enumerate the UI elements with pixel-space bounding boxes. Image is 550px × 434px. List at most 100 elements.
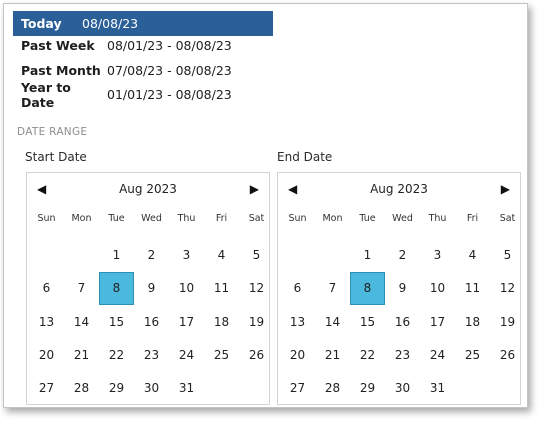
weekday-header: Sun (37, 213, 56, 224)
day-cell[interactable]: 25 (464, 347, 481, 362)
end-date-label: End Date (277, 150, 333, 164)
end-date-calendar: ◀ Aug 2023 ▶ Sun Mon Tue Wed Thu Fri Sat 1 2 3 4 5 6… (277, 172, 521, 405)
day-cell[interactable]: 2 (398, 248, 407, 262)
day-cell[interactable]: 13 (289, 314, 306, 329)
day-cell[interactable]: 1 (112, 248, 121, 262)
weekday-header: Sun (288, 213, 307, 224)
day-cell[interactable]: 12 (499, 281, 516, 296)
preset-year-to-date[interactable]: Year to Date 01/01/23 - 08/08/23 (13, 80, 273, 110)
next-month-icon[interactable]: ▶ (500, 182, 510, 196)
weekday-header: Thu (428, 213, 447, 224)
day-cell[interactable]: 7 (77, 281, 86, 296)
weekday-header: Thu (177, 213, 196, 224)
calendar-header: ◀ Aug 2023 ▶ (278, 173, 520, 207)
day-cell[interactable]: 19 (499, 314, 516, 329)
weekday-header: Sat (499, 213, 516, 224)
next-month-icon[interactable]: ▶ (249, 182, 259, 196)
day-cell[interactable]: 28 (73, 381, 90, 396)
month-label: Aug 2023 (119, 182, 177, 196)
day-cell[interactable]: 1 (363, 248, 372, 262)
day-cell[interactable]: 26 (248, 347, 265, 362)
day-cell[interactable]: 27 (38, 381, 55, 396)
day-cell[interactable]: 31 (178, 381, 195, 396)
day-cell[interactable]: 23 (143, 347, 160, 362)
day-cell[interactable]: 11 (464, 281, 481, 296)
day-cell[interactable]: 10 (178, 281, 195, 296)
day-cell[interactable]: 29 (108, 381, 125, 396)
preset-range: 01/01/23 - 08/08/23 (107, 87, 232, 102)
day-cell[interactable]: 16 (394, 314, 411, 329)
day-cell[interactable]: 13 (38, 314, 55, 329)
day-cell[interactable]: 4 (217, 248, 226, 262)
month-label: Aug 2023 (370, 182, 428, 196)
weekday-header: Fri (215, 213, 228, 224)
day-cell[interactable]: 31 (429, 381, 446, 396)
day-cell[interactable]: 17 (178, 314, 195, 329)
prev-month-icon[interactable]: ◀ (288, 182, 298, 196)
day-cell[interactable]: 16 (143, 314, 160, 329)
preset-range: 08/08/23 (82, 16, 139, 31)
day-cell[interactable]: 22 (108, 347, 125, 362)
day-cell[interactable]: 24 (178, 347, 195, 362)
day-cell[interactable]: 27 (289, 381, 306, 396)
day-cell[interactable]: 21 (324, 347, 341, 362)
day-cell[interactable]: 6 (293, 281, 302, 296)
day-cell[interactable]: 12 (248, 281, 265, 296)
day-cell[interactable]: 3 (182, 248, 191, 262)
day-cell[interactable]: 4 (468, 248, 477, 262)
day-cell[interactable]: 21 (73, 347, 90, 362)
date-range-section-label: DATE RANGE (17, 126, 88, 138)
day-cell[interactable]: 25 (213, 347, 230, 362)
day-cell[interactable]: 11 (213, 281, 230, 296)
day-cell[interactable]: 19 (248, 314, 265, 329)
start-date-calendar: ◀ Aug 2023 ▶ Sun Mon Tue Wed Thu Fri Sat 1 2 3 4 5 6… (26, 172, 270, 405)
day-cell[interactable]: 18 (213, 314, 230, 329)
preset-label: Today (21, 16, 62, 31)
preset-past-week[interactable]: Past Week 08/01/23 - 08/08/23 (13, 33, 273, 58)
preset-range: 08/01/23 - 08/08/23 (107, 38, 232, 53)
day-cell[interactable]: 20 (289, 347, 306, 362)
day-cell[interactable]: 5 (252, 248, 261, 262)
day-cell[interactable]: 18 (464, 314, 481, 329)
day-cell[interactable]: 2 (147, 248, 156, 262)
weekday-header: Tue (359, 213, 376, 224)
day-cell[interactable]: 20 (38, 347, 55, 362)
day-cell[interactable]: 9 (398, 281, 407, 296)
day-cell[interactable]: 14 (324, 314, 341, 329)
selected-day-cell[interactable]: 8 (350, 272, 385, 306)
day-cell[interactable]: 15 (108, 314, 125, 329)
preset-today[interactable]: Today 08/08/23 (13, 11, 273, 36)
preset-label: Past Month (21, 63, 101, 78)
day-cell[interactable]: 30 (394, 381, 411, 396)
weekday-header: Wed (392, 213, 413, 224)
day-cell[interactable]: 3 (433, 248, 442, 262)
preset-label: Past Week (21, 38, 95, 53)
preset-past-month[interactable]: Past Month 07/08/23 - 08/08/23 (13, 58, 273, 83)
day-cell[interactable]: 9 (147, 281, 156, 296)
day-cell[interactable]: 10 (429, 281, 446, 296)
weekday-header: Mon (71, 213, 92, 224)
weekday-header: Wed (141, 213, 162, 224)
preset-range: 07/08/23 - 08/08/23 (107, 63, 232, 78)
day-cell[interactable]: 17 (429, 314, 446, 329)
day-cell[interactable]: 30 (143, 381, 160, 396)
calendar-header: ◀ Aug 2023 ▶ (27, 173, 269, 207)
day-cell[interactable]: 22 (359, 347, 376, 362)
weekday-header: Sat (248, 213, 265, 224)
start-date-label: Start Date (25, 150, 87, 164)
day-cell[interactable]: 29 (359, 381, 376, 396)
weekday-header: Fri (466, 213, 479, 224)
weekday-header: Mon (322, 213, 343, 224)
weekday-header: Tue (108, 213, 125, 224)
prev-month-icon[interactable]: ◀ (37, 182, 47, 196)
day-cell[interactable]: 23 (394, 347, 411, 362)
day-cell[interactable]: 28 (324, 381, 341, 396)
day-cell[interactable]: 6 (42, 281, 51, 296)
day-cell[interactable]: 5 (503, 248, 512, 262)
day-cell[interactable]: 14 (73, 314, 90, 329)
day-cell[interactable]: 7 (328, 281, 337, 296)
selected-day-cell[interactable]: 8 (99, 272, 134, 306)
day-cell[interactable]: 26 (499, 347, 516, 362)
day-cell[interactable]: 15 (359, 314, 376, 329)
day-cell[interactable]: 24 (429, 347, 446, 362)
